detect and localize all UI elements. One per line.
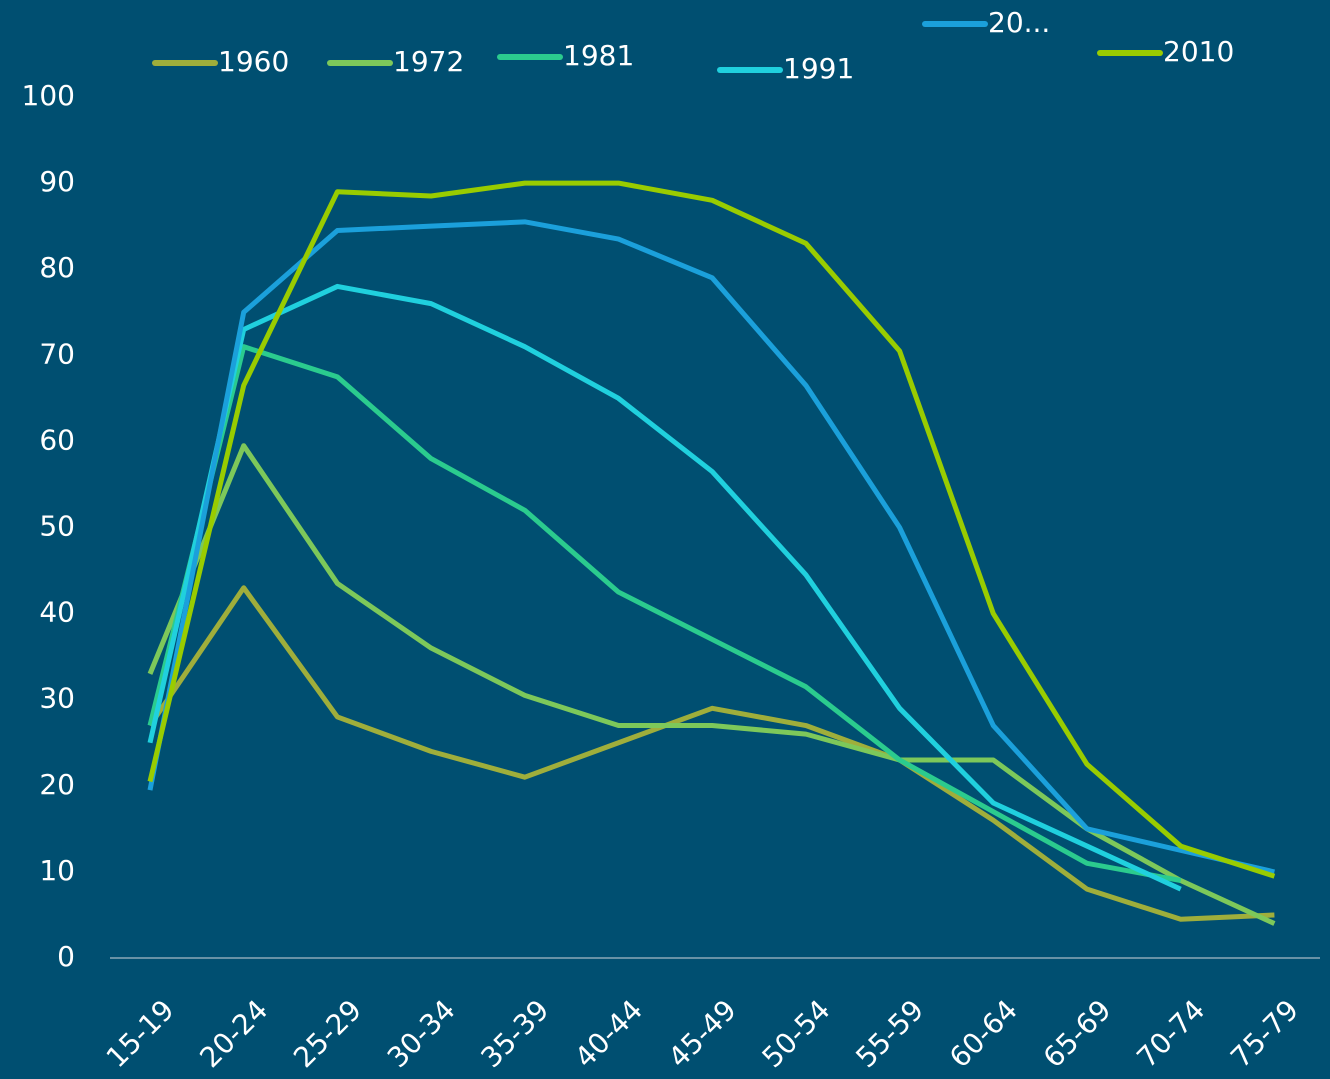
x-tick-label: 70-74 [1130, 993, 1211, 1074]
x-tick-label: 40-44 [568, 993, 649, 1074]
series-line [147, 443, 1276, 926]
y-tick-label: 0 [57, 940, 75, 973]
y-tick-label: 100 [22, 79, 75, 112]
series-line [147, 585, 1275, 922]
legend-label: 1991 [783, 52, 854, 85]
x-tick-label: 55-59 [849, 993, 930, 1074]
y-tick-label: 50 [39, 510, 75, 543]
x-tick-label: 30-34 [381, 993, 462, 1074]
series-line [147, 344, 1182, 883]
y-tick-label: 60 [39, 423, 75, 456]
x-tick-label: 35-39 [475, 993, 556, 1074]
legend-label: 2010 [1163, 35, 1234, 68]
legend-label: 20... [988, 6, 1050, 39]
y-tick-label: 80 [39, 251, 75, 284]
x-tick-label: 45-49 [662, 993, 743, 1074]
series-line [147, 180, 1276, 879]
y-tick-label: 40 [39, 596, 75, 629]
y-tick-label: 10 [39, 854, 75, 887]
y-tick-label: 70 [39, 337, 75, 370]
x-tick-label: 60-64 [943, 993, 1024, 1074]
y-tick-label: 90 [39, 165, 75, 198]
legend-label: 1972 [393, 45, 464, 78]
x-tick-label: 25-29 [287, 993, 368, 1074]
x-tick-label: 65-69 [1037, 993, 1118, 1074]
x-tick-label: 20-24 [193, 993, 274, 1074]
series-line [147, 283, 1182, 892]
series-line [147, 219, 1275, 875]
x-tick-label: 15-19 [100, 993, 181, 1074]
x-tick-label: 50-54 [756, 993, 837, 1074]
y-tick-label: 20 [39, 768, 75, 801]
legend-label: 1981 [563, 39, 634, 72]
x-tick-label: 75-79 [1224, 993, 1305, 1074]
y-tick-label: 30 [39, 682, 75, 715]
legend-label: 1960 [218, 45, 289, 78]
